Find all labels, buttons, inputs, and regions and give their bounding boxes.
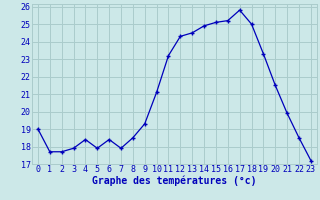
X-axis label: Graphe des températures (°c): Graphe des températures (°c) [92, 176, 257, 186]
